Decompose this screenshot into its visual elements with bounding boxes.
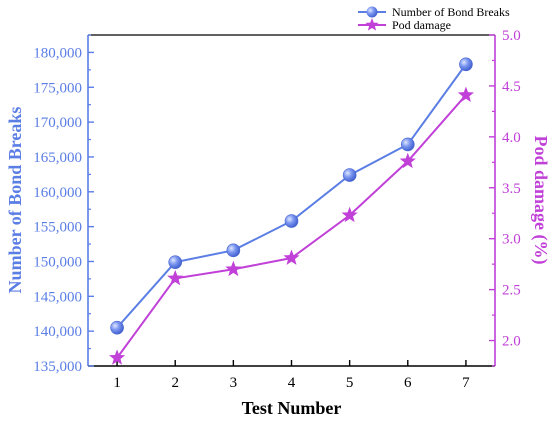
left-tick-label: 180,000: [33, 45, 82, 61]
right-tick-label: 2.0: [502, 334, 521, 350]
x-axis-label: Test Number: [242, 398, 342, 418]
left-tick-label: 155,000: [33, 220, 82, 236]
left-axis-ticks: 135,000 140,000 145,000 150,000 155,000 160,0…: [33, 34, 94, 375]
legend-marker-bond-breaks: [366, 6, 378, 18]
left-tick-label: 160,000: [33, 185, 82, 201]
series-lines: [116, 63, 467, 359]
pod-damage-point: [283, 249, 300, 265]
x-tick-label: 2: [171, 375, 179, 391]
x-tick-label: 4: [288, 375, 296, 391]
right-tick-label: 3.0: [502, 232, 521, 248]
pod-damage-point: [225, 260, 242, 277]
x-tick-label: 5: [346, 375, 354, 391]
x-tick-label: 1: [113, 375, 121, 391]
bond-breaks-point: [110, 320, 124, 335]
right-tick-label: 2.5: [502, 283, 521, 299]
x-tick-label: 3: [230, 375, 238, 391]
series-markers: [108, 57, 475, 365]
left-tick-label: 135,000: [33, 359, 82, 375]
left-tick-label: 140,000: [33, 324, 82, 340]
pod-damage-point: [457, 86, 475, 102]
right-tick-label: 4.0: [502, 130, 521, 146]
bond-breaks-point: [400, 137, 415, 152]
bond-breaks-point: [168, 255, 183, 269]
x-tick-label: 6: [404, 375, 412, 391]
pod-damage-point: [167, 269, 184, 286]
pod-damage-point: [399, 152, 416, 169]
legend-label-pod-damage: Pod damage: [392, 18, 451, 32]
left-tick-label: 170,000: [33, 115, 82, 131]
pod-damage-point: [341, 206, 358, 223]
legend: Number of Bond Breaks Pod damage: [358, 5, 510, 32]
plot-frame: [87, 34, 496, 367]
bond-breaks-point: [284, 214, 299, 228]
x-axis-ticks: 1 2 3 4 5 6 7: [113, 360, 470, 391]
legend-label-bond-breaks: Number of Bond Breaks: [392, 5, 510, 19]
bond-breaks-point: [342, 168, 357, 182]
right-tick-label: 3.5: [502, 181, 521, 197]
left-y-axis-label: Number of Bond Breaks: [5, 107, 25, 294]
right-y-axis-label: Pod damage (%): [530, 136, 550, 265]
legend-marker-pod-damage: [365, 18, 379, 31]
bond-breaks-point: [459, 57, 473, 72]
right-tick-label: 5.0: [502, 28, 521, 44]
bond-breaks-point: [226, 243, 241, 258]
x-tick-label: 7: [462, 375, 470, 391]
right-tick-label: 4.5: [502, 79, 521, 95]
left-tick-label: 145,000: [33, 289, 82, 305]
right-axis-ticks: 2.0 2.5 3.0 3.5 4.0 4.5 5.0: [489, 28, 521, 367]
left-tick-label: 165,000: [33, 150, 82, 166]
series-line-0: [116, 63, 467, 329]
pod-damage-point: [108, 349, 126, 365]
left-tick-label: 150,000: [33, 254, 82, 270]
left-tick-label: 175,000: [33, 80, 82, 96]
